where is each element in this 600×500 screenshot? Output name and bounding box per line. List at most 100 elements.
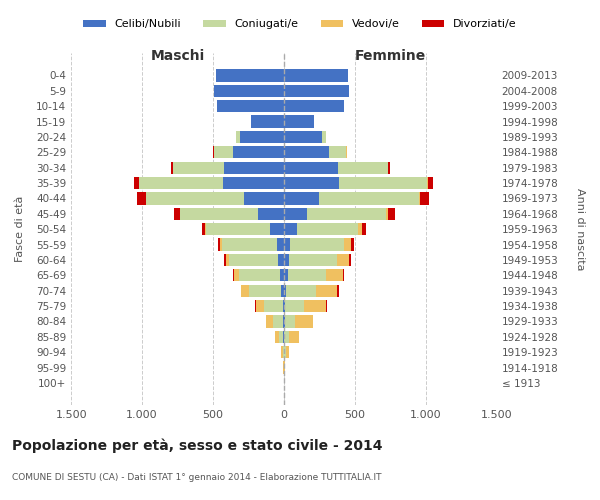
Bar: [284, 162, 338, 174]
Bar: [214, 146, 233, 158]
Bar: [284, 346, 286, 358]
Bar: [202, 223, 205, 235]
Bar: [224, 254, 226, 266]
Bar: [285, 300, 304, 312]
Bar: [205, 223, 206, 235]
Bar: [206, 223, 270, 235]
Bar: [217, 100, 284, 112]
Bar: [337, 284, 338, 297]
Bar: [283, 300, 284, 312]
Bar: [339, 177, 427, 189]
Bar: [388, 208, 395, 220]
Text: Maschi: Maschi: [151, 49, 205, 63]
Bar: [248, 284, 281, 297]
Bar: [277, 238, 284, 250]
Bar: [223, 177, 284, 189]
Bar: [281, 346, 283, 358]
Text: Popolazione per età, sesso e stato civile - 2014: Popolazione per età, sesso e stato civil…: [12, 438, 383, 453]
Bar: [226, 254, 229, 266]
Bar: [344, 238, 352, 250]
Bar: [290, 238, 344, 250]
Bar: [256, 300, 264, 312]
Bar: [283, 316, 284, 328]
Bar: [283, 346, 284, 358]
Bar: [170, 162, 173, 174]
Bar: [319, 192, 419, 204]
Bar: [264, 300, 283, 312]
Text: COMUNE DI SESTU (CA) - Dati ISTAT 1° gennaio 2014 - Elaborazione TUTTITALIA.IT: COMUNE DI SESTU (CA) - Dati ISTAT 1° gen…: [12, 473, 382, 482]
Bar: [284, 69, 348, 82]
Bar: [284, 100, 344, 112]
Bar: [283, 330, 284, 343]
Bar: [278, 254, 284, 266]
Bar: [284, 192, 319, 204]
Bar: [236, 130, 240, 143]
Bar: [284, 84, 349, 97]
Bar: [229, 254, 278, 266]
Bar: [289, 330, 299, 343]
Bar: [284, 238, 290, 250]
Y-axis label: Anni di nascita: Anni di nascita: [575, 188, 585, 270]
Bar: [224, 162, 284, 174]
Bar: [284, 316, 295, 328]
Bar: [386, 208, 388, 220]
Bar: [241, 284, 248, 297]
Bar: [284, 177, 339, 189]
Bar: [266, 316, 274, 328]
Bar: [284, 254, 289, 266]
Bar: [270, 223, 284, 235]
Bar: [388, 162, 391, 174]
Legend: Celibi/Nubili, Coniugati/e, Vedovi/e, Divorziati/e: Celibi/Nubili, Coniugati/e, Vedovi/e, Di…: [79, 15, 521, 34]
Bar: [338, 162, 388, 174]
Bar: [280, 269, 284, 281]
Bar: [286, 346, 289, 358]
Bar: [289, 254, 337, 266]
Bar: [216, 69, 284, 82]
Bar: [352, 238, 354, 250]
Bar: [286, 284, 316, 297]
Bar: [295, 316, 313, 328]
Bar: [322, 130, 326, 143]
Bar: [326, 269, 343, 281]
Bar: [218, 238, 220, 250]
Bar: [284, 284, 286, 297]
Bar: [284, 330, 289, 343]
Bar: [137, 192, 146, 204]
Bar: [284, 300, 285, 312]
Bar: [284, 362, 285, 374]
Bar: [139, 177, 223, 189]
Bar: [284, 116, 314, 128]
Bar: [284, 208, 307, 220]
Bar: [329, 146, 346, 158]
Bar: [259, 208, 284, 220]
Bar: [251, 116, 284, 128]
Bar: [134, 177, 139, 189]
Bar: [235, 269, 239, 281]
Bar: [337, 254, 349, 266]
Bar: [420, 192, 430, 204]
Bar: [181, 208, 259, 220]
Bar: [419, 192, 420, 204]
Bar: [244, 192, 284, 204]
Bar: [284, 223, 297, 235]
Bar: [239, 269, 280, 281]
Bar: [279, 330, 283, 343]
Bar: [274, 316, 283, 328]
Bar: [221, 238, 277, 250]
Bar: [180, 208, 181, 220]
Bar: [307, 208, 386, 220]
Bar: [326, 300, 327, 312]
Bar: [349, 254, 350, 266]
Bar: [284, 130, 322, 143]
Bar: [316, 284, 337, 297]
Bar: [146, 192, 244, 204]
Bar: [214, 84, 284, 97]
Text: Femmine: Femmine: [355, 49, 426, 63]
Bar: [428, 177, 433, 189]
Bar: [173, 162, 224, 174]
Bar: [287, 269, 326, 281]
Bar: [297, 223, 358, 235]
Bar: [358, 223, 362, 235]
Bar: [220, 238, 221, 250]
Bar: [281, 284, 284, 297]
